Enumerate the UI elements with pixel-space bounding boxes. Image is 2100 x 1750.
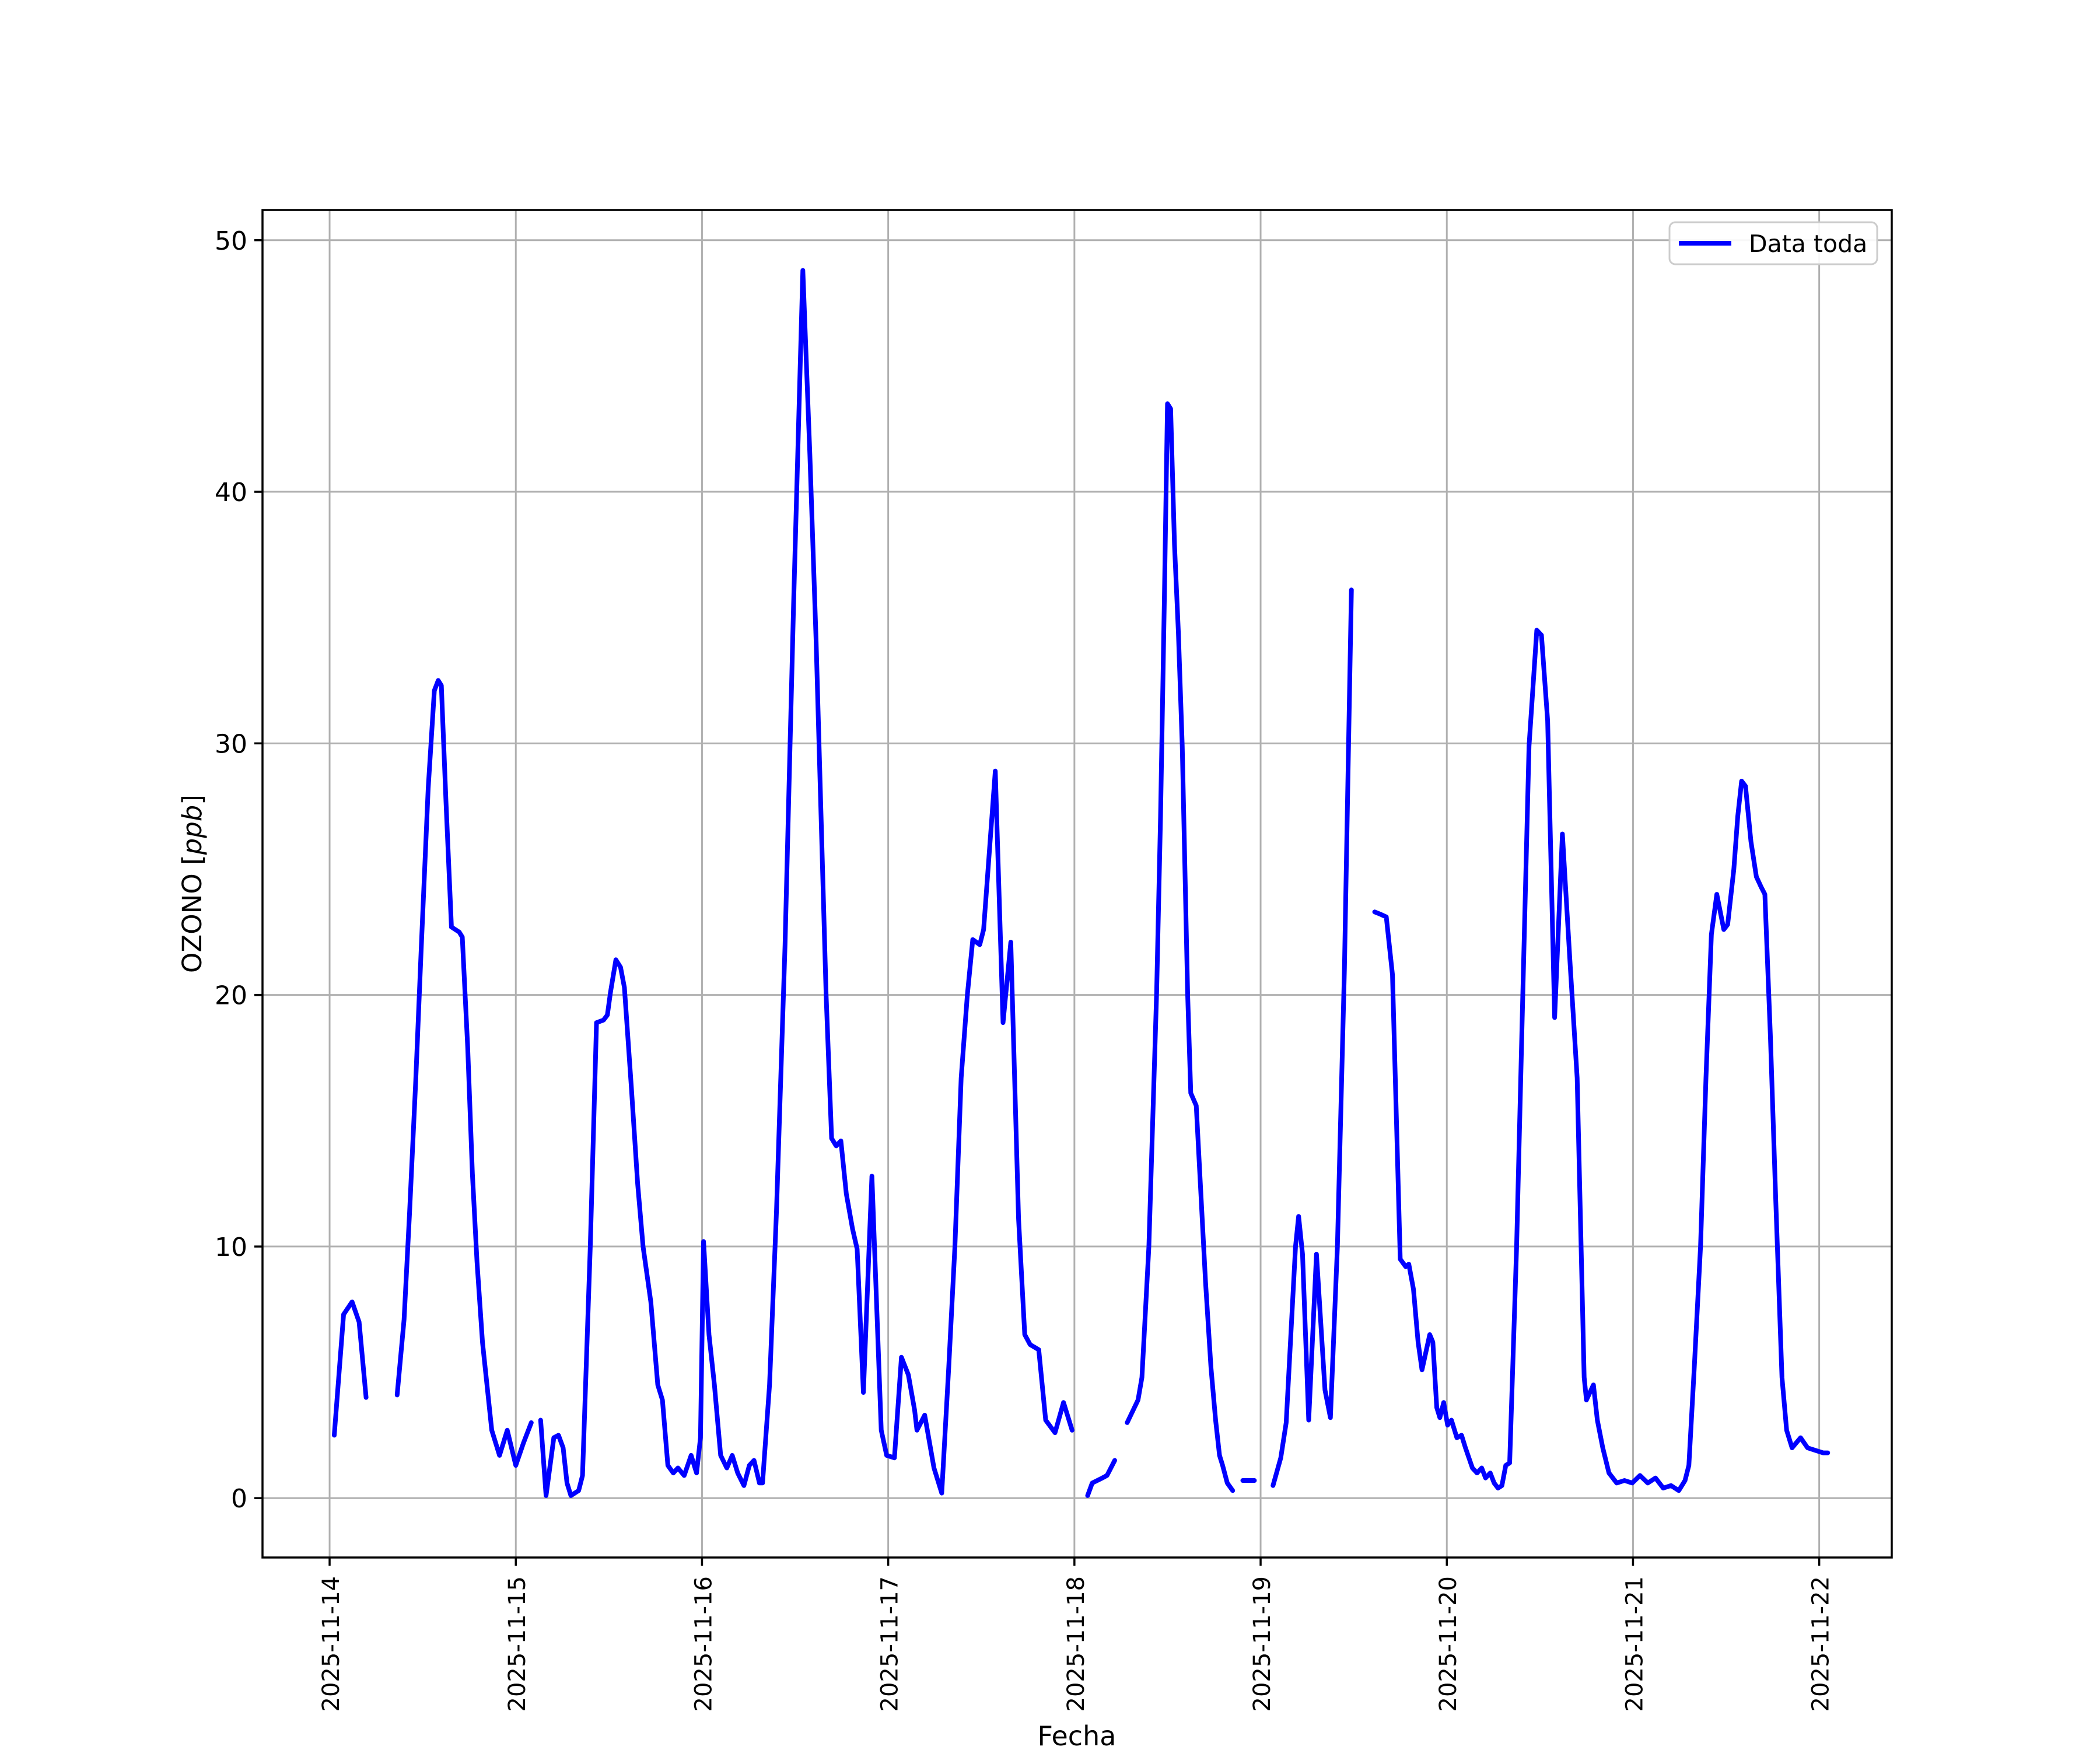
tick-marks (254, 239, 1821, 1566)
x-tick-label: 2025-11-15 (504, 1576, 531, 1712)
y-tick-label: 30 (215, 729, 247, 759)
y-axis-label-units: ppb (177, 805, 208, 856)
x-axis-label: Fecha (1038, 1720, 1116, 1750)
x-tick-label: 2025-11-14 (318, 1576, 345, 1712)
y-tick-label: 20 (215, 981, 247, 1011)
x-tick-label: 2025-11-22 (1808, 1576, 1835, 1712)
legend: Data toda (1668, 221, 1878, 265)
y-tick-label: 50 (215, 226, 247, 256)
y-axis-label-suffix: ] (177, 794, 208, 805)
gridlines (262, 210, 1892, 1558)
x-tick-label: 2025-11-16 (690, 1576, 717, 1712)
series-group (332, 268, 1831, 1498)
y-tick-label: 40 (215, 478, 247, 508)
legend-box (1668, 221, 1878, 265)
y-axis-label: OZONO [ppb] (177, 794, 208, 973)
series-line (332, 268, 1831, 1498)
x-tick-label: 2025-11-19 (1249, 1576, 1276, 1712)
y-tick-labels: 0 10 20 30 40 50 (215, 226, 247, 1514)
y-tick-label: 10 (215, 1233, 247, 1262)
x-tick-label: 2025-11-20 (1435, 1576, 1462, 1712)
legend-label: Data toda (1749, 230, 1867, 258)
axes-frame (261, 209, 1893, 1559)
x-tick-label: 2025-11-17 (877, 1576, 904, 1712)
x-tick-labels: 2025-11-14 2025-11-15 2025-11-16 2025-11-17… (318, 1576, 1835, 1712)
y-axis-label-prefix: OZONO [ (177, 855, 208, 973)
x-tick-label: 2025-11-18 (1063, 1576, 1090, 1712)
y-tick-label: 0 (231, 1484, 247, 1514)
x-tick-label: 2025-11-21 (1621, 1576, 1648, 1712)
